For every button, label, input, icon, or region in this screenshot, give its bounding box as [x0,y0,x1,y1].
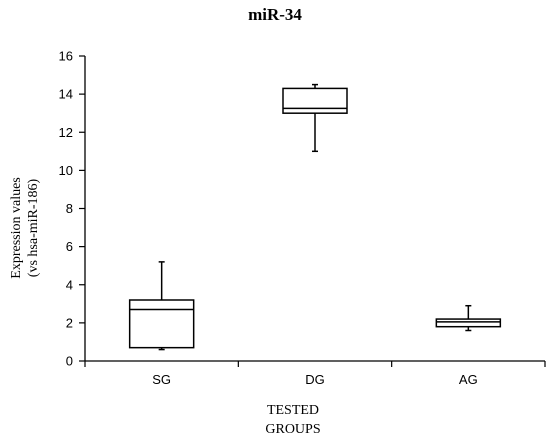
y-tick-label: 2 [66,315,73,330]
y-tick-label: 8 [66,201,73,216]
box-plot-ag [435,304,502,332]
y-axis-title: Expression values (vs hsa-miR-186) [9,177,41,278]
y-tick-label: 4 [66,277,73,292]
y-tick-label: 16 [59,49,73,64]
x-tick-label: DG [305,372,325,387]
interquartile-box [128,299,195,349]
y-tick-label: 12 [59,125,73,140]
y-tick-label: 14 [59,87,73,102]
box-plot-dg [282,83,348,153]
x-axis-title-line-2: GROUPS [265,422,320,437]
interquartile-box [435,318,502,328]
y-tick-label: 0 [66,354,73,369]
x-tick-label: AG [459,372,478,387]
x-tick-label: SG [152,372,171,387]
y-tick-label: 10 [59,163,73,178]
chart-title: miR-34 [248,5,302,24]
y-ticks: 0 2 4 6 8 10 12 14 16 [59,49,85,369]
y-axis-title-line-2: (vs hsa-miR-186) [26,178,41,277]
box-plot-sg [128,261,195,351]
x-ticks: SG DG AG [84,361,546,387]
x-axis-title-line-1: TESTED [267,403,319,418]
x-axis-title: TESTED GROUPS [265,403,320,437]
y-axis-title-line-1: Expression values [9,177,24,278]
y-tick-label: 6 [66,239,73,254]
box-plots [128,83,502,351]
interquartile-box [282,87,348,114]
